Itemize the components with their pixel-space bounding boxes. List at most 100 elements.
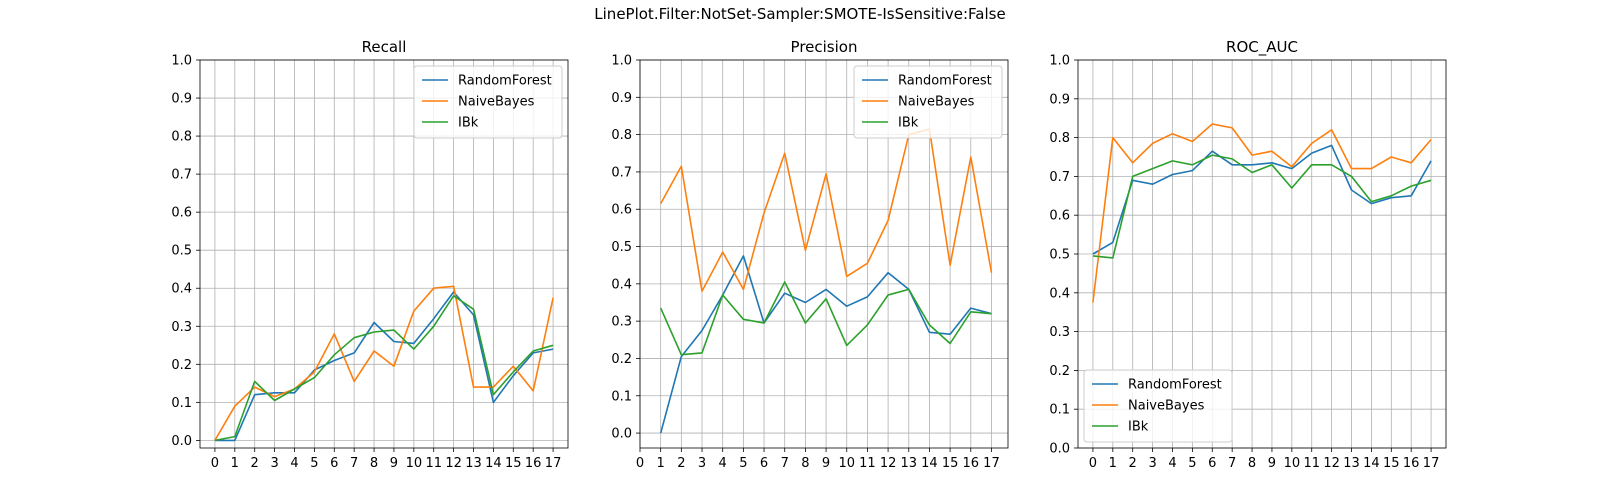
y-tick-label-5: 0.5 [1049, 248, 1070, 263]
x-tick-label-15: 15 [1383, 456, 1400, 471]
x-tick-label-5: 5 [1188, 456, 1196, 471]
legend-box [413, 65, 563, 139]
x-tick-label-7: 7 [1228, 456, 1236, 471]
y-tick-label-7: 0.7 [611, 165, 632, 180]
x-tick-label-4: 4 [1168, 456, 1176, 471]
y-tick-label-5: 0.5 [171, 244, 192, 259]
series-line-naivebayes [1092, 123, 1432, 303]
x-tick-label-16: 16 [963, 456, 980, 471]
y-tick-label-8: 0.8 [1049, 131, 1070, 146]
x-tick-label-7: 7 [350, 456, 358, 471]
series-line-ibk [214, 294, 554, 442]
x-tick-label-10: 10 [406, 456, 423, 471]
y-tick-label-9: 0.9 [1049, 92, 1070, 107]
x-tick-label-5: 5 [739, 456, 747, 471]
y-tick-label-3: 0.3 [611, 315, 632, 330]
x-tick-label-3: 3 [1148, 456, 1156, 471]
x-tick-label-8: 8 [1248, 456, 1256, 471]
legend-label-naivebayes: NaiveBayes [898, 95, 975, 110]
y-tick-label-7: 0.7 [171, 168, 192, 183]
y-tick-label-8: 0.8 [611, 128, 632, 143]
y-tick-label-3: 0.3 [171, 320, 192, 335]
y-tick-label-10: 1.0 [611, 54, 632, 69]
y-tick-label-6: 0.6 [171, 206, 192, 221]
x-tick-label-6: 6 [330, 456, 338, 471]
x-tick-label-15: 15 [942, 456, 959, 471]
y-tick-label-8: 0.8 [171, 130, 192, 145]
x-tick-label-11: 11 [425, 456, 442, 471]
legend-label-ibk: IBk [1128, 420, 1149, 435]
legend-label-randomforest: RandomForest [458, 74, 552, 89]
legend-label-ibk: IBk [898, 116, 919, 131]
series-line-naivebayes [659, 128, 993, 293]
x-tick-label-2: 2 [677, 456, 685, 471]
legend-label-randomforest: RandomForest [898, 74, 992, 89]
y-tick-label-2: 0.2 [171, 358, 192, 373]
subplot-title: Precision [791, 38, 858, 56]
y-tick-label-1: 0.1 [611, 389, 632, 404]
x-tick-label-14: 14 [485, 456, 502, 471]
x-tick-label-17: 17 [545, 456, 562, 471]
x-tick-label-1: 1 [231, 456, 239, 471]
series-line-naivebayes [214, 285, 554, 441]
x-tick-label-10: 10 [1284, 456, 1301, 471]
y-tick-label-0: 0.0 [1049, 442, 1070, 457]
y-tick-label-10: 1.0 [171, 54, 192, 69]
y-tick-label-6: 0.6 [611, 203, 632, 218]
x-tick-label-17: 17 [983, 456, 1000, 471]
legend-box [853, 65, 1003, 139]
x-tick-label-8: 8 [801, 456, 809, 471]
y-tick-label-3: 0.3 [1049, 325, 1070, 340]
axes-frame [1077, 59, 1447, 449]
series-line-ibk [1092, 154, 1432, 259]
x-tick-label-9: 9 [822, 456, 830, 471]
y-tick-label-5: 0.5 [611, 240, 632, 255]
series-line-randomforest [1092, 144, 1432, 255]
x-tick-label-4: 4 [719, 456, 727, 471]
x-tick-label-14: 14 [921, 456, 938, 471]
x-tick-label-14: 14 [1363, 456, 1380, 471]
x-tick-label-7: 7 [781, 456, 789, 471]
subplot-title: ROC_AUC [1226, 38, 1298, 57]
subplot-title: Recall [362, 38, 407, 56]
x-tick-label-9: 9 [390, 456, 398, 471]
x-tick-label-2: 2 [1129, 456, 1137, 471]
x-tick-label-6: 6 [760, 456, 768, 471]
y-tick-label-0: 0.0 [171, 434, 192, 449]
x-tick-label-13: 13 [1343, 456, 1360, 471]
y-tick-label-4: 0.4 [1049, 286, 1070, 301]
legend-label-ibk: IBk [458, 116, 479, 131]
y-tick-label-7: 0.7 [1049, 170, 1070, 185]
legend: RandomForest NaiveBayes IBk [853, 65, 1003, 139]
x-tick-label-0: 0 [1089, 456, 1097, 471]
x-tick-label-15: 15 [505, 456, 522, 471]
x-tick-label-3: 3 [270, 456, 278, 471]
x-tick-label-16: 16 [525, 456, 542, 471]
y-tick-label-6: 0.6 [1049, 209, 1070, 224]
x-tick-label-0: 0 [636, 456, 644, 471]
x-tick-label-0: 0 [211, 456, 219, 471]
legend-label-naivebayes: NaiveBayes [458, 95, 535, 110]
x-tick-label-4: 4 [290, 456, 298, 471]
y-tick-label-4: 0.4 [171, 282, 192, 297]
x-tick-label-16: 16 [1403, 456, 1420, 471]
legend: RandomForest NaiveBayes IBk [1083, 369, 1233, 443]
x-tick-label-12: 12 [880, 456, 897, 471]
y-tick-label-9: 0.9 [171, 92, 192, 107]
series-line-ibk [659, 281, 992, 356]
x-tick-label-17: 17 [1423, 456, 1440, 471]
x-tick-label-11: 11 [1303, 456, 1320, 471]
y-tick-label-0: 0.0 [611, 427, 632, 442]
figure-suptitle: LinePlot.Filter:NotSet-Sampler:SMOTE-IsS… [594, 5, 1006, 23]
x-tick-label-13: 13 [900, 456, 917, 471]
x-tick-label-1: 1 [657, 456, 665, 471]
x-tick-label-5: 5 [310, 456, 318, 471]
x-tick-label-10: 10 [838, 456, 855, 471]
x-tick-label-8: 8 [370, 456, 378, 471]
y-tick-label-1: 0.1 [1049, 403, 1070, 418]
y-tick-label-1: 0.1 [171, 396, 192, 411]
